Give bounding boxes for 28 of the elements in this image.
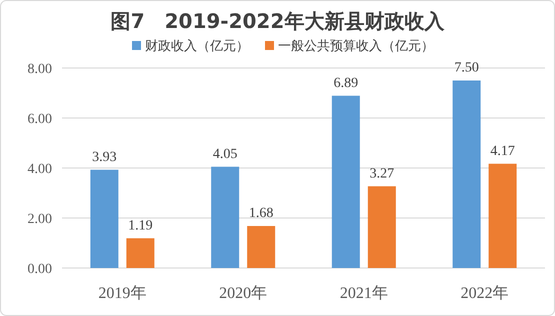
x-tick-label: 2022年 [460, 285, 509, 302]
bar [247, 226, 276, 268]
y-tick-label: 8.00 [28, 62, 52, 77]
bar [211, 166, 240, 268]
data-label: 1.19 [128, 218, 153, 234]
chart-title: 图7 2019-2022年大新县财政收入 [110, 9, 446, 33]
bar [90, 170, 118, 268]
bar [126, 238, 154, 268]
legend-label: 一般公共预算收入（亿元） [278, 39, 434, 54]
data-label: 3.27 [370, 166, 394, 182]
y-tick-label: 2.00 [28, 212, 52, 227]
y-tick-label: 4.00 [28, 162, 52, 177]
y-tick-label: 6.00 [28, 112, 52, 127]
bar [452, 80, 481, 268]
data-label: 4.17 [490, 144, 515, 159]
data-label: 7.50 [454, 60, 479, 76]
data-label: 3.93 [92, 150, 117, 165]
bar [368, 186, 396, 268]
bar [332, 96, 360, 268]
x-tick-label: 2020年 [219, 285, 268, 302]
y-tick-label: 0.00 [28, 262, 52, 277]
data-label: 6.89 [334, 76, 358, 91]
bar [488, 164, 517, 268]
x-tick-label: 2021年 [340, 285, 388, 302]
data-label: 1.68 [248, 206, 274, 221]
legend-label: 财政收入（亿元） [145, 39, 249, 54]
data-label: 4.05 [212, 146, 238, 162]
x-tick-label: 2019年 [98, 285, 146, 302]
